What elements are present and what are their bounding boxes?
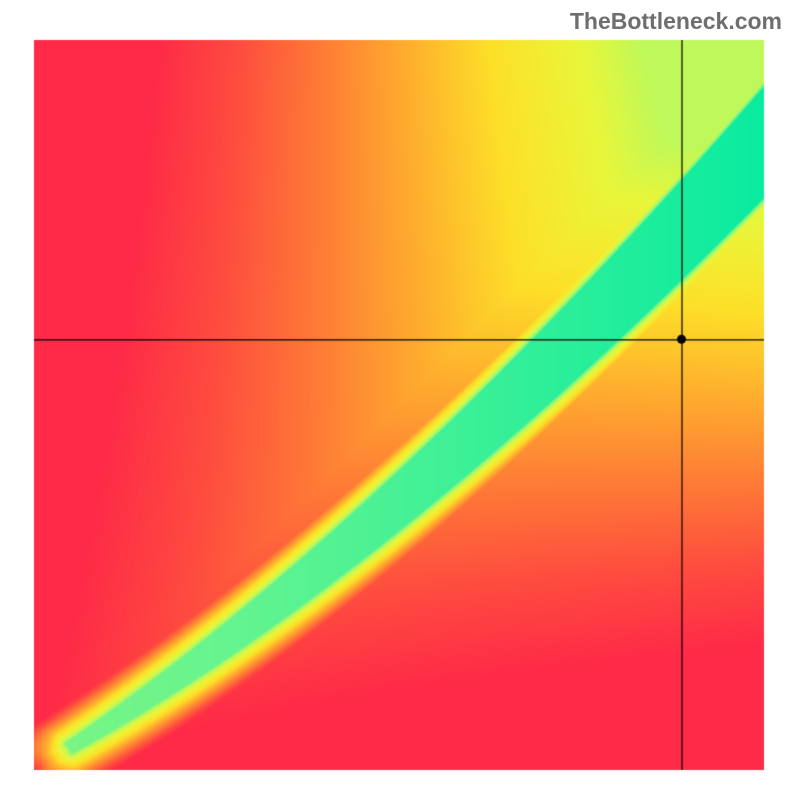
root-container: TheBottleneck.com xyxy=(0,0,800,800)
watermark-text: TheBottleneck.com xyxy=(570,8,782,35)
heatmap-chart xyxy=(0,0,800,800)
